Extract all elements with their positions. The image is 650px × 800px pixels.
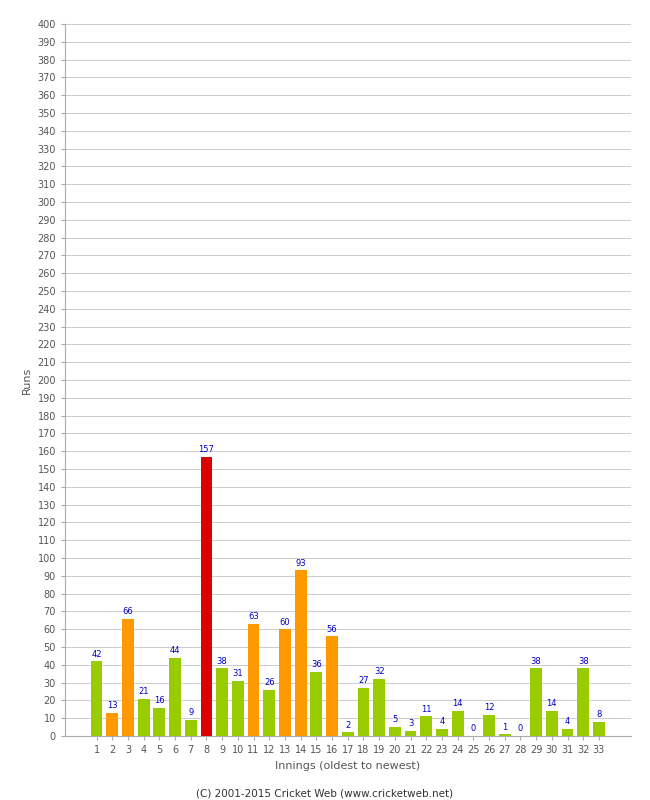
Text: 14: 14	[452, 699, 463, 709]
Bar	[593, 722, 605, 736]
Bar	[263, 690, 275, 736]
Bar	[169, 658, 181, 736]
Bar	[389, 727, 401, 736]
Bar	[138, 698, 150, 736]
Text: 9: 9	[188, 708, 194, 718]
Text: 4: 4	[565, 718, 570, 726]
Text: 32: 32	[374, 667, 384, 676]
Text: 0: 0	[518, 724, 523, 734]
Text: 21: 21	[138, 687, 149, 696]
Text: 12: 12	[484, 703, 494, 712]
Bar	[311, 672, 322, 736]
Text: 1: 1	[502, 722, 508, 731]
Bar	[499, 734, 511, 736]
Y-axis label: Runs: Runs	[22, 366, 32, 394]
Text: 38: 38	[531, 657, 541, 666]
Bar	[248, 624, 259, 736]
Text: 93: 93	[295, 558, 306, 568]
Bar	[91, 662, 103, 736]
Text: 0: 0	[471, 724, 476, 734]
Text: 44: 44	[170, 646, 180, 655]
Text: 13: 13	[107, 701, 118, 710]
Bar	[294, 570, 307, 736]
Bar	[216, 668, 228, 736]
Bar	[421, 717, 432, 736]
Bar	[562, 729, 573, 736]
X-axis label: Innings (oldest to newest): Innings (oldest to newest)	[275, 761, 421, 770]
Text: 11: 11	[421, 705, 432, 714]
Text: 16: 16	[154, 696, 164, 705]
Bar	[201, 457, 213, 736]
Bar	[452, 711, 463, 736]
Bar	[153, 707, 165, 736]
Bar	[530, 668, 542, 736]
Bar	[279, 630, 291, 736]
Text: 38: 38	[217, 657, 228, 666]
Text: 56: 56	[327, 625, 337, 634]
Text: 5: 5	[392, 715, 397, 725]
Text: 38: 38	[578, 657, 589, 666]
Text: 2: 2	[345, 721, 350, 730]
Bar	[122, 618, 134, 736]
Text: 14: 14	[547, 699, 557, 709]
Text: 42: 42	[92, 650, 102, 658]
Bar	[373, 679, 385, 736]
Bar	[577, 668, 589, 736]
Bar	[342, 733, 354, 736]
Text: 31: 31	[233, 669, 243, 678]
Text: 27: 27	[358, 676, 369, 686]
Text: 4: 4	[439, 718, 445, 726]
Bar	[358, 688, 369, 736]
Bar	[483, 714, 495, 736]
Text: 66: 66	[123, 607, 133, 616]
Bar	[232, 681, 244, 736]
Text: (C) 2001-2015 Cricket Web (www.cricketweb.net): (C) 2001-2015 Cricket Web (www.cricketwe…	[196, 788, 454, 798]
Text: 8: 8	[596, 710, 602, 719]
Bar	[405, 730, 417, 736]
Bar	[185, 720, 197, 736]
Bar	[326, 636, 338, 736]
Text: 26: 26	[264, 678, 274, 687]
Bar	[107, 713, 118, 736]
Text: 36: 36	[311, 660, 322, 670]
Text: 3: 3	[408, 719, 413, 728]
Text: 157: 157	[198, 445, 214, 454]
Bar	[436, 729, 448, 736]
Text: 63: 63	[248, 612, 259, 621]
Bar	[546, 711, 558, 736]
Text: 60: 60	[280, 618, 291, 626]
